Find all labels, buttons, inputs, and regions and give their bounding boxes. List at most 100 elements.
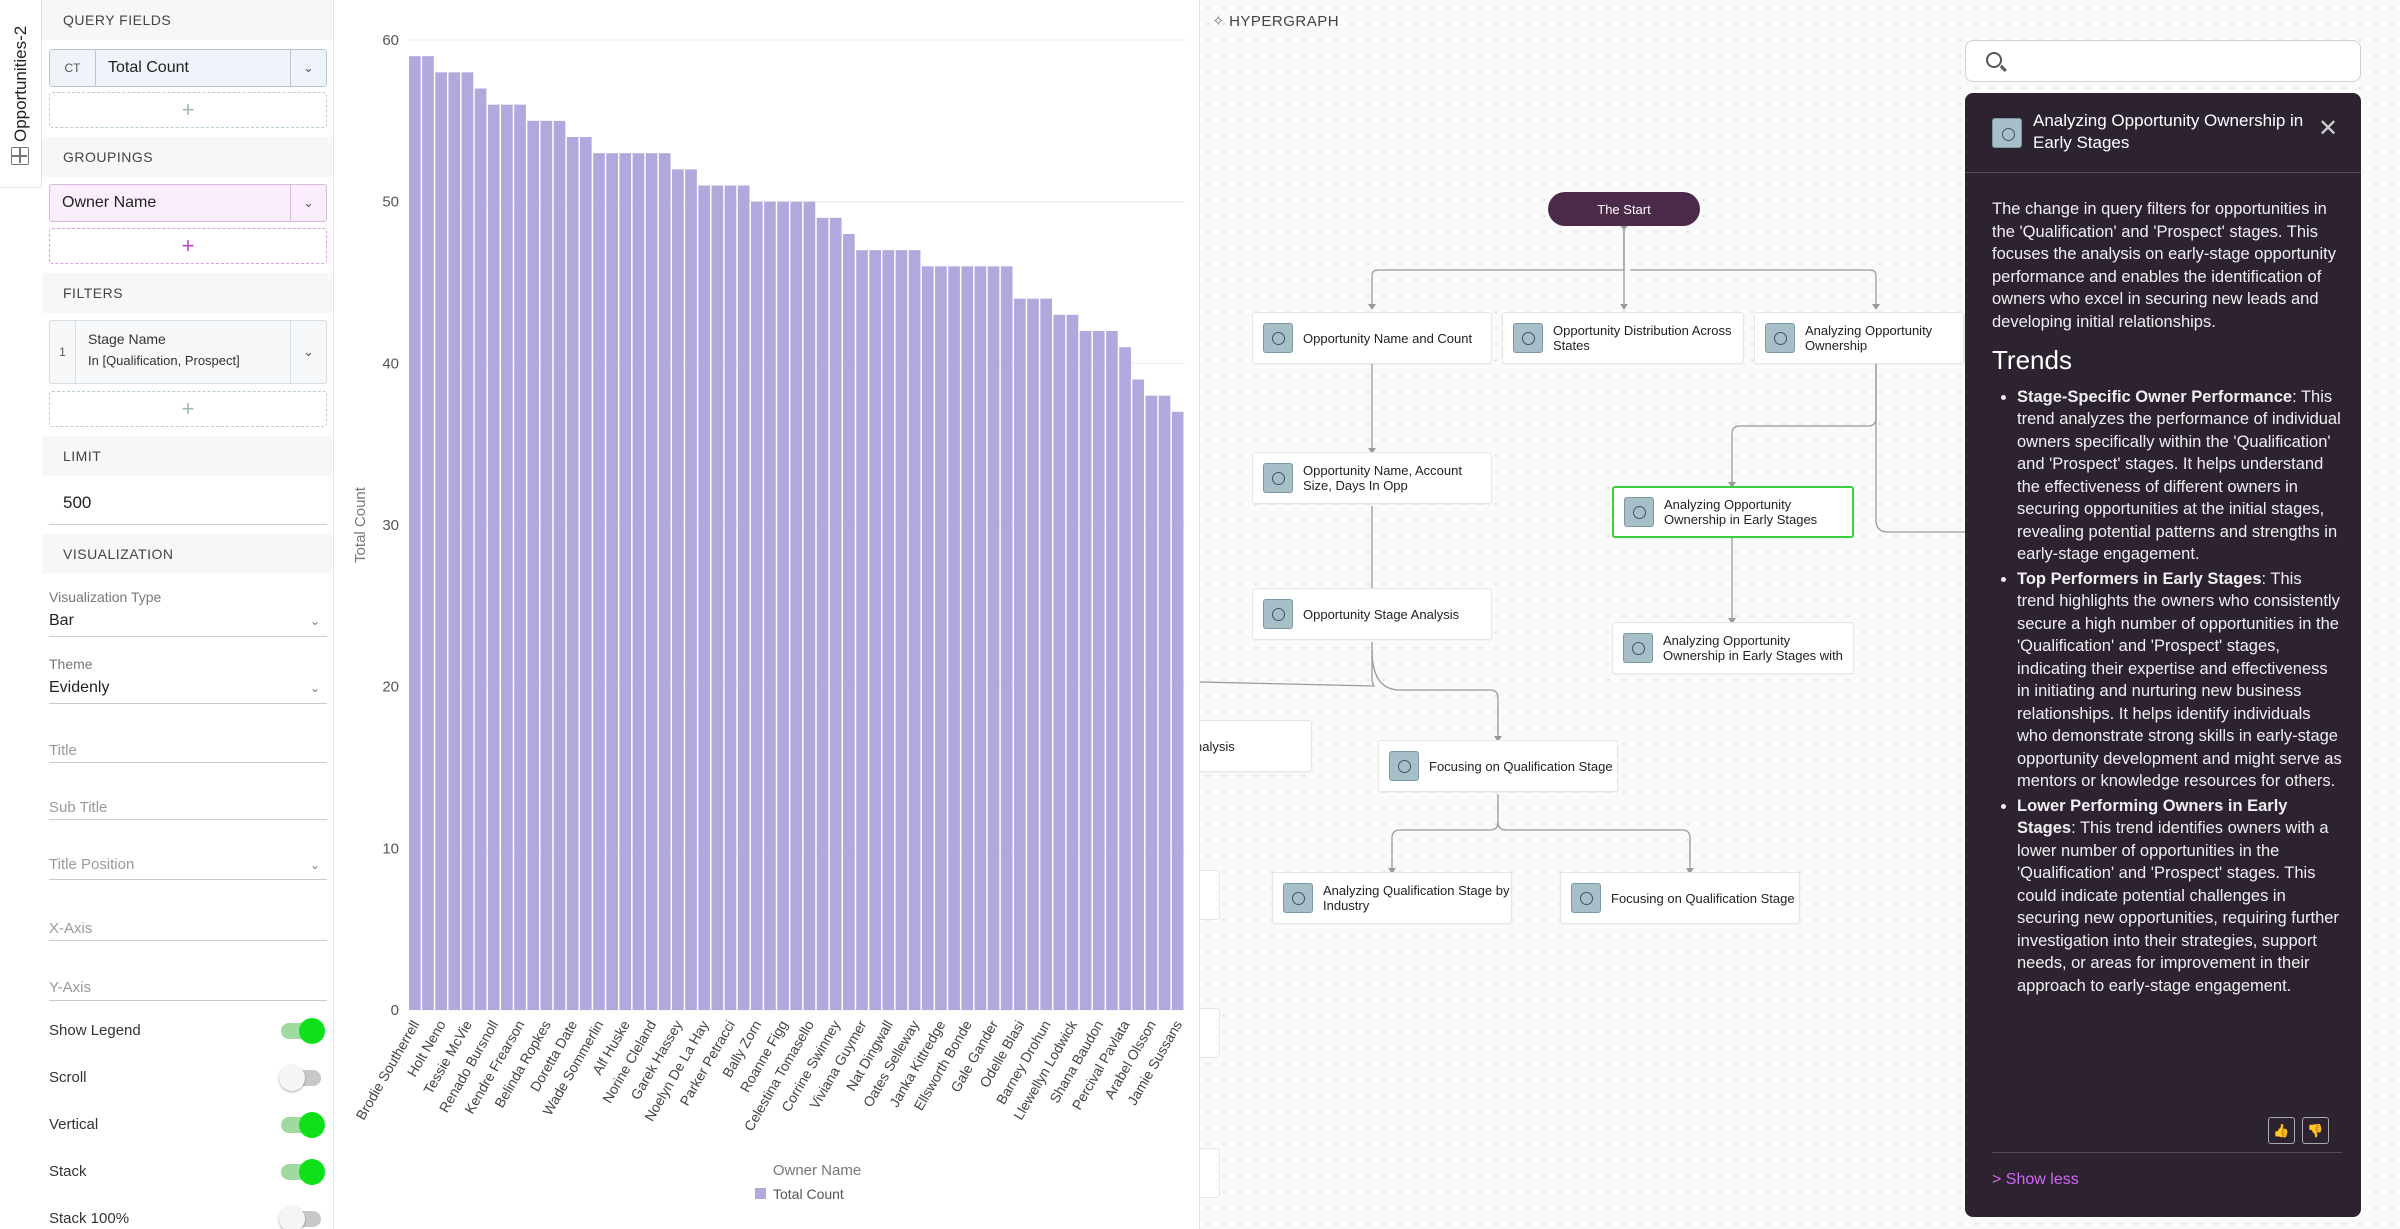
trend-item: Lower Performing Owners in Early Stages:… — [2017, 795, 2342, 998]
legend-label: Total Count — [773, 1186, 844, 1202]
vertical-row: Vertical — [49, 1110, 327, 1140]
trend-title: Stage-Specific Owner Performance — [2017, 387, 2293, 406]
chevron-down-icon[interactable]: ⌄ — [290, 50, 326, 86]
bar — [553, 120, 566, 1011]
theme-select[interactable]: Evidenly — [49, 679, 110, 696]
graph-node[interactable]: Analyzing Opportunity Ownership in Early… — [1612, 622, 1854, 674]
node-icon — [1992, 118, 2022, 148]
close-icon[interactable]: ✕ — [2318, 115, 2339, 142]
bar — [632, 153, 645, 1010]
graph-node-partial[interactable] — [1200, 1148, 1220, 1198]
query-field-select[interactable]: CT Total Count ⌄ — [49, 49, 327, 87]
bar — [672, 169, 684, 1011]
vertical-toggle[interactable] — [281, 1112, 325, 1138]
tab-opportunities[interactable]: Opportunities-2 — [11, 25, 30, 142]
show-less-link[interactable]: > Show less — [1992, 1171, 2079, 1188]
graph-node[interactable]: Analyzing Opportunity Ownership — [1754, 312, 1964, 364]
chevron-down-icon[interactable]: ⌄ — [290, 321, 326, 383]
add-filter-button[interactable]: + — [49, 391, 327, 427]
graph-node-partial[interactable] — [1200, 870, 1220, 920]
grouping-field-select[interactable]: Owner Name ⌄ — [49, 184, 327, 222]
title-position-select[interactable]: Title Position — [49, 856, 135, 873]
y-tick-label: 40 — [382, 355, 399, 372]
query-field-value: Total Count — [108, 59, 189, 76]
stack-100-row: Stack 100% — [49, 1204, 327, 1229]
bar — [566, 137, 579, 1010]
graph-node[interactable]: Opportunity Name and Count — [1252, 312, 1492, 364]
node-icon — [1263, 463, 1293, 493]
search-icon — [1986, 52, 2002, 68]
graph-node[interactable]: Opportunity Distribution Across States — [1502, 312, 1744, 364]
card-summary: The change in query filters for opportun… — [1992, 200, 2336, 331]
bar — [974, 266, 987, 1010]
bar — [606, 153, 618, 1010]
thumbs-down-icon[interactable]: 👎 — [2302, 1117, 2329, 1144]
bar — [816, 217, 829, 1011]
divider — [49, 940, 327, 941]
search-input[interactable] — [2014, 49, 2344, 73]
bar — [895, 250, 908, 1010]
stack-100-toggle[interactable] — [279, 1206, 321, 1229]
graph-node[interactable]: Focusing on Qualification Stage — [1378, 740, 1618, 792]
divider — [1199, 0, 1200, 1229]
stack-toggle[interactable] — [281, 1159, 325, 1185]
graph-node-partial[interactable] — [1200, 1008, 1220, 1058]
bar — [908, 250, 921, 1010]
limit-input[interactable]: 500 — [63, 493, 92, 512]
chevron-down-icon[interactable]: ⌄ — [310, 681, 321, 695]
graph-node[interactable]: nalysis — [1200, 720, 1312, 772]
bar — [1014, 298, 1026, 1011]
graph-node[interactable]: Analyzing Qualification Stage by Industr… — [1272, 872, 1512, 924]
node-label: Analyzing Opportunity Ownership in Early… — [1663, 633, 1843, 663]
bar — [790, 201, 803, 1010]
bar — [501, 104, 513, 1010]
bar — [487, 104, 500, 1010]
x-axis-input[interactable]: X-Axis — [49, 920, 93, 937]
stack-row: Stack — [49, 1157, 327, 1187]
toggle-label: Scroll — [49, 1069, 87, 1086]
y-tick-label: 20 — [382, 679, 399, 696]
thumbs-up-icon[interactable]: 👍 — [2268, 1117, 2295, 1144]
filter-item[interactable]: 1 Stage Name In [Qualification, Prospect… — [49, 320, 327, 384]
bar — [658, 153, 671, 1010]
chevron-down-icon[interactable]: ⌄ — [310, 614, 321, 628]
bar — [1158, 395, 1171, 1011]
graph-node[interactable]: Opportunity Name, Account Size, Days In … — [1252, 452, 1492, 504]
subtitle-input[interactable]: Sub Title — [49, 799, 108, 816]
visualization-type-select[interactable]: Bar — [49, 612, 74, 629]
graph-node[interactable]: Opportunity Stage Analysis — [1252, 588, 1492, 640]
chevron-down-icon[interactable]: ⌄ — [310, 858, 321, 872]
bar — [1000, 266, 1013, 1010]
add-query-field-button[interactable]: + — [49, 92, 327, 128]
bar — [698, 185, 711, 1010]
y-tick-label: 60 — [382, 32, 399, 49]
divider — [49, 636, 327, 637]
plus-icon: + — [181, 233, 195, 258]
show-legend-toggle[interactable] — [281, 1018, 325, 1044]
chevron-down-icon[interactable]: ⌄ — [290, 185, 326, 221]
title-input[interactable]: Title — [49, 742, 77, 759]
node-icon — [1571, 883, 1601, 913]
bar — [987, 266, 1000, 1010]
bar — [1040, 298, 1052, 1011]
graph-node[interactable]: Focusing on Qualification Stage — [1560, 872, 1800, 924]
graph-node-selected[interactable]: Analyzing Opportunity Ownership in Early… — [1612, 486, 1854, 538]
start-node[interactable]: The Start — [1548, 192, 1700, 226]
plus-icon: + — [181, 97, 195, 122]
bar — [409, 56, 421, 1010]
node-icon — [1513, 323, 1543, 353]
bar — [593, 153, 605, 1010]
y-tick-label: 10 — [382, 840, 399, 857]
node-icon — [1283, 883, 1313, 913]
filters-header: FILTERS — [42, 273, 332, 313]
card-body[interactable]: The change in query filters for opportun… — [1992, 198, 2342, 1110]
plus-icon: + — [181, 396, 195, 421]
toggle-label: Show Legend — [49, 1022, 141, 1039]
x-axis-title: Owner Name — [773, 1162, 861, 1179]
grid-icon[interactable] — [11, 147, 29, 165]
scroll-toggle[interactable] — [279, 1065, 321, 1091]
add-grouping-button[interactable]: + — [49, 228, 327, 264]
y-axis-input[interactable]: Y-Axis — [49, 979, 91, 996]
trends-list: Stage-Specific Owner Performance: This t… — [1992, 386, 2342, 998]
